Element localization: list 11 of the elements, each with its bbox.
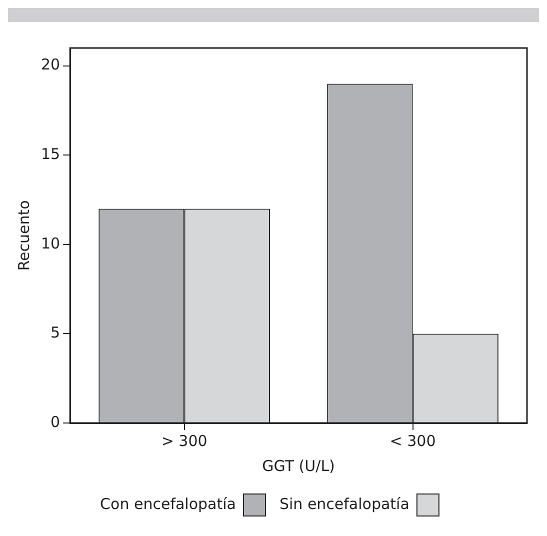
legend-label: Con encefalopatía (100, 494, 236, 513)
y-tick-label: 10 (40, 234, 60, 252)
x-axis-title: GGT (U/L) (262, 456, 335, 475)
x-tick-label: > 300 (161, 432, 208, 450)
x-tick-label: < 300 (390, 432, 436, 450)
y-tick-label: 0 (50, 412, 60, 431)
y-axis-title: Recuento (14, 200, 33, 271)
y-tick-label: 5 (50, 324, 60, 342)
y-tick-label: 15 (40, 145, 60, 164)
legend-label: Sin encefalopatía (279, 494, 410, 513)
y-tick-label: 20 (40, 56, 60, 74)
